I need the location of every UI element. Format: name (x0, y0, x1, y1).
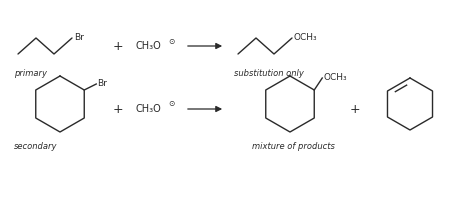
Text: substitution only: substitution only (234, 69, 304, 78)
Text: ⊙: ⊙ (168, 36, 174, 45)
Text: primary: primary (14, 69, 47, 78)
Text: ⊙: ⊙ (168, 99, 174, 108)
Text: CH₃O: CH₃O (136, 41, 162, 51)
Text: +: + (350, 103, 360, 116)
Text: +: + (113, 103, 123, 116)
Text: OCH₃: OCH₃ (323, 73, 347, 82)
Text: +: + (113, 40, 123, 53)
Text: Br: Br (97, 79, 107, 88)
Text: CH₃O: CH₃O (136, 103, 162, 113)
Text: Br: Br (74, 33, 84, 42)
Text: mixture of products: mixture of products (252, 141, 335, 150)
Text: secondary: secondary (14, 141, 57, 150)
Text: OCH₃: OCH₃ (294, 33, 318, 42)
